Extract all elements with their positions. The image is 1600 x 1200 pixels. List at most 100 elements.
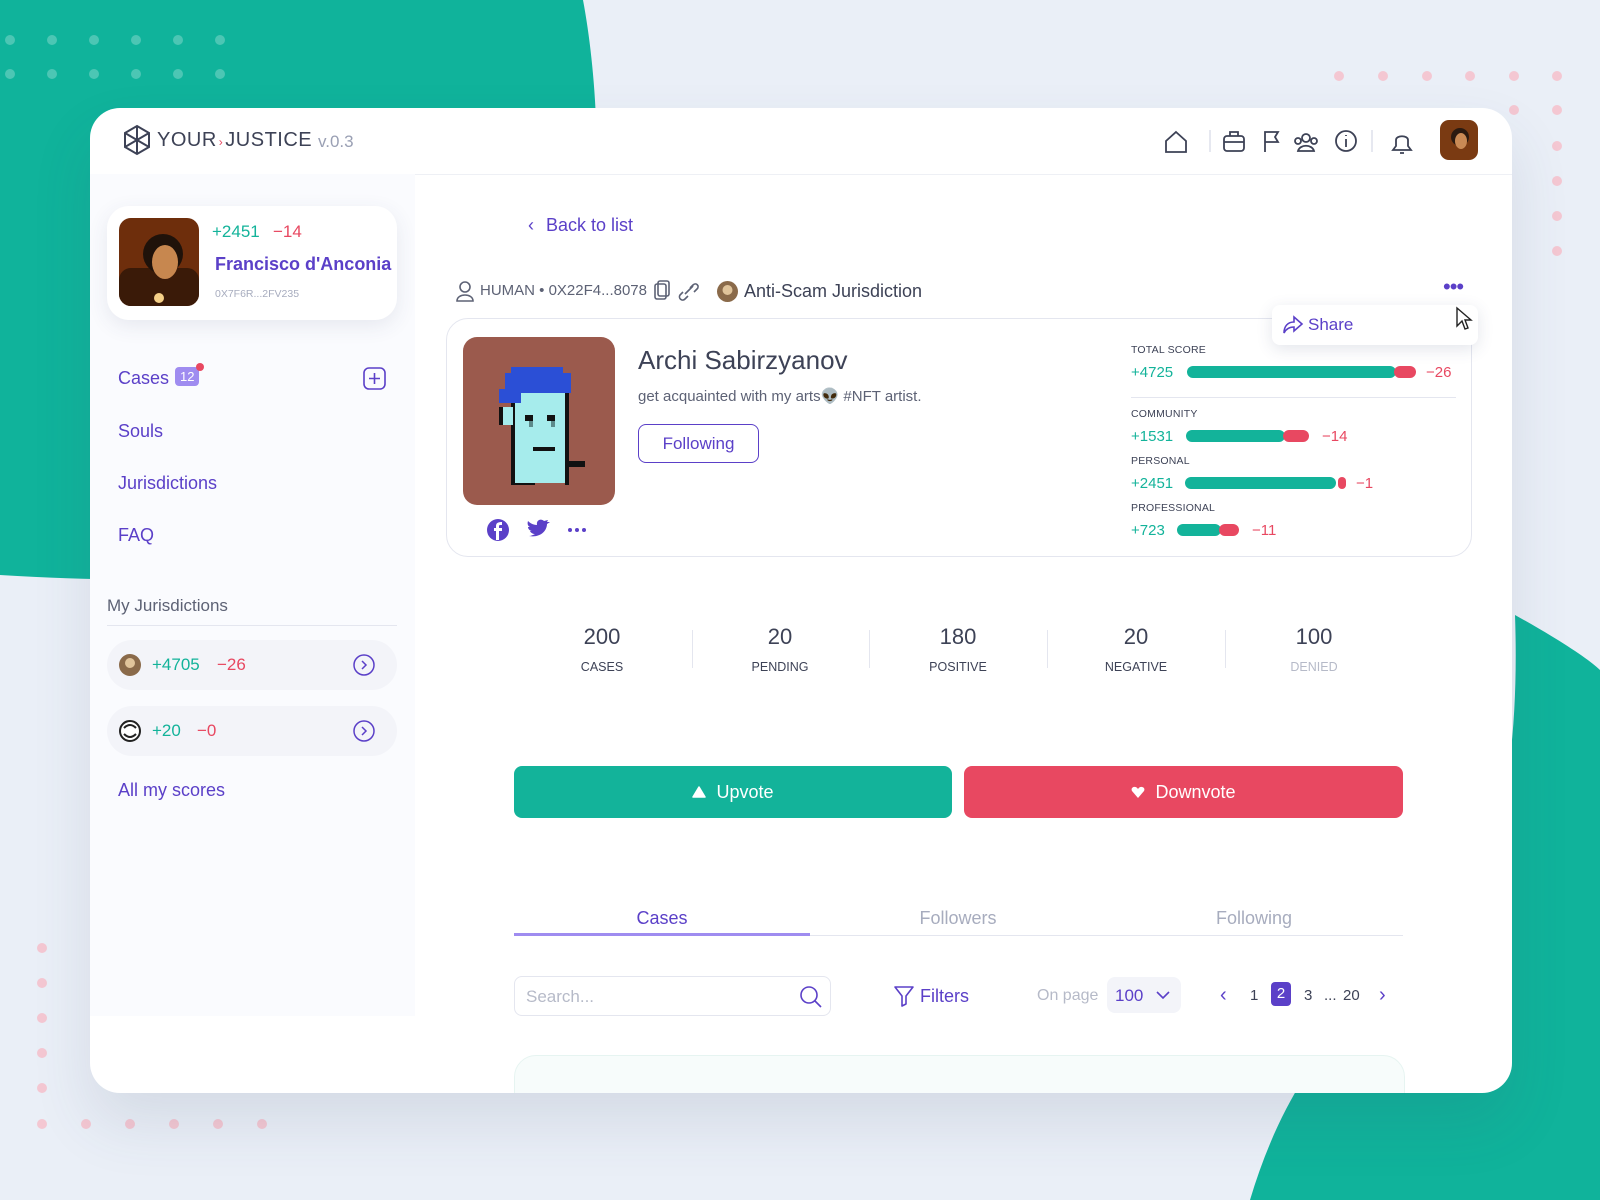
stat-separator — [1047, 630, 1048, 668]
jurisdiction-name: Anti-Scam Jurisdiction — [744, 281, 923, 301]
stat-value: 200 — [583, 624, 621, 649]
filter-icon[interactable] — [893, 984, 915, 1008]
score-plus: +4725 — [1131, 364, 1174, 381]
on-page-select[interactable]: 100 — [1107, 977, 1181, 1013]
user-plus: +2451 — [212, 222, 260, 241]
badge-dot — [196, 363, 204, 371]
back-arrow: ‹ — [528, 215, 534, 235]
upvote-button[interactable]: Upvote — [514, 766, 952, 818]
page-ellipsis: ... — [1324, 987, 1337, 1004]
next-page[interactable]: › — [1379, 984, 1386, 1006]
search-box[interactable]: Search... — [514, 976, 831, 1016]
open-icon[interactable] — [353, 654, 375, 676]
nav-item[interactable]: Cases — [118, 368, 170, 388]
logo-arrow: › — [218, 135, 224, 149]
on-page-value: 100 — [1115, 986, 1144, 1005]
soul-meta: HUMAN • 0X22F4...8078 — [480, 282, 647, 299]
bar-negative — [1394, 366, 1416, 378]
jurisdiction-avatar — [119, 654, 141, 676]
score-label: PERSONAL — [1131, 455, 1190, 467]
score-minus: −26 — [1426, 364, 1452, 381]
user-avatar[interactable] — [1440, 120, 1478, 160]
downvote-icon — [1132, 786, 1145, 798]
page-number[interactable]: 20 — [1343, 987, 1360, 1004]
page-number[interactable]: 1 — [1250, 987, 1259, 1004]
app-window: YOUR › JUSTICE v.0.3 +2451 −14 Francisco d… — [90, 108, 1512, 1093]
score-minus: −1 — [1356, 475, 1374, 492]
open-icon[interactable] — [353, 720, 375, 742]
share-menu[interactable]: Share — [1272, 305, 1478, 345]
jurisdiction-row[interactable]: +20 −0 — [107, 706, 397, 756]
page-number[interactable]: 3 — [1304, 987, 1313, 1004]
back-link[interactable]: ‹ Back to list — [528, 215, 633, 236]
tab[interactable]: Cases — [636, 908, 688, 928]
stat-separator — [869, 630, 870, 668]
jurisdiction-row[interactable]: +4705 −26 — [107, 640, 397, 690]
logo-text: YOUR — [157, 129, 217, 151]
version: v.0.3 — [318, 132, 354, 151]
stat-separator — [1225, 630, 1226, 668]
search-placeholder: Search... — [526, 987, 595, 1006]
jurisdiction-avatar — [119, 720, 141, 742]
upvote-text: Upvote — [716, 781, 774, 802]
user-minus: −14 — [273, 222, 302, 241]
score-label: PROFESSIONAL — [1131, 502, 1216, 514]
tab[interactable]: Followers — [919, 908, 997, 928]
case-row[interactable] — [514, 1055, 1405, 1093]
tabs-line — [514, 935, 1403, 936]
add-case[interactable] — [363, 367, 387, 391]
profile-image — [463, 337, 615, 505]
score-plus: +723 — [1131, 522, 1165, 539]
share-text: Share — [1308, 315, 1354, 334]
score-bar — [1186, 430, 1311, 442]
jurisdiction-minus: −26 — [217, 655, 246, 674]
stat-label: DENIED — [1290, 660, 1338, 674]
nav-item[interactable]: FAQ — [118, 525, 155, 545]
user-name: Francisco d'Anconia — [215, 254, 392, 274]
score-plus: +1531 — [1131, 428, 1174, 445]
score-bar — [1185, 477, 1346, 489]
logo-text: JUSTICE — [225, 129, 313, 151]
score-label: COMMUNITY — [1131, 408, 1198, 420]
on-page-label: On page — [1037, 987, 1099, 1004]
stat-value: 180 — [939, 624, 977, 649]
score-label: TOTAL SCORE — [1131, 344, 1206, 356]
tab-underline — [514, 933, 810, 936]
section-title: My Jurisdictions — [107, 596, 228, 615]
logo-icon — [124, 124, 150, 156]
score-minus: −14 — [1322, 428, 1348, 445]
score-bar — [1177, 524, 1241, 536]
user-card[interactable]: +2451 −14 Francisco d'Anconia 0X7F6R...2… — [107, 206, 397, 320]
logo: YOUR › JUSTICE — [157, 129, 312, 152]
page-number-active[interactable]: 2 — [1271, 982, 1291, 1006]
jurisdiction-plus: +4705 — [152, 655, 200, 674]
more-button[interactable]: ••• — [1443, 274, 1464, 299]
copy-link-icons[interactable] — [653, 280, 703, 302]
nav-badge: 12 — [175, 367, 200, 386]
tab[interactable]: Following — [1215, 908, 1293, 928]
follow-button[interactable]: Following — [638, 424, 759, 463]
nav-item[interactable]: Jurisdictions — [118, 473, 218, 493]
filters-button[interactable]: Filters — [920, 986, 969, 1006]
bar-positive — [1185, 477, 1336, 489]
bar-negative — [1283, 430, 1309, 442]
divider — [107, 625, 397, 626]
user-address: 0X7F6R...2FV235 — [215, 288, 300, 300]
prev-page[interactable]: ‹ — [1220, 984, 1227, 1006]
nav-item[interactable]: Souls — [118, 421, 164, 441]
downvote-button[interactable]: Downvote — [964, 766, 1403, 818]
jurisdiction-minus: −0 — [197, 721, 217, 740]
chevron — [1156, 991, 1170, 1000]
header: YOUR › JUSTICE v.0.3 — [90, 108, 1512, 175]
social-links[interactable] — [486, 518, 598, 542]
profile-bio: get acquainted with my arts👽 #NFT artist… — [638, 388, 922, 405]
divider — [1131, 397, 1456, 398]
bar-positive — [1187, 366, 1396, 378]
score-plus: +2451 — [1131, 475, 1174, 492]
all-scores-link[interactable]: All my scores — [118, 780, 226, 800]
upvote-icon — [692, 786, 707, 798]
header-icons[interactable] — [1160, 124, 1490, 158]
human-icon — [456, 281, 474, 302]
stat-label: PENDING — [751, 660, 809, 674]
